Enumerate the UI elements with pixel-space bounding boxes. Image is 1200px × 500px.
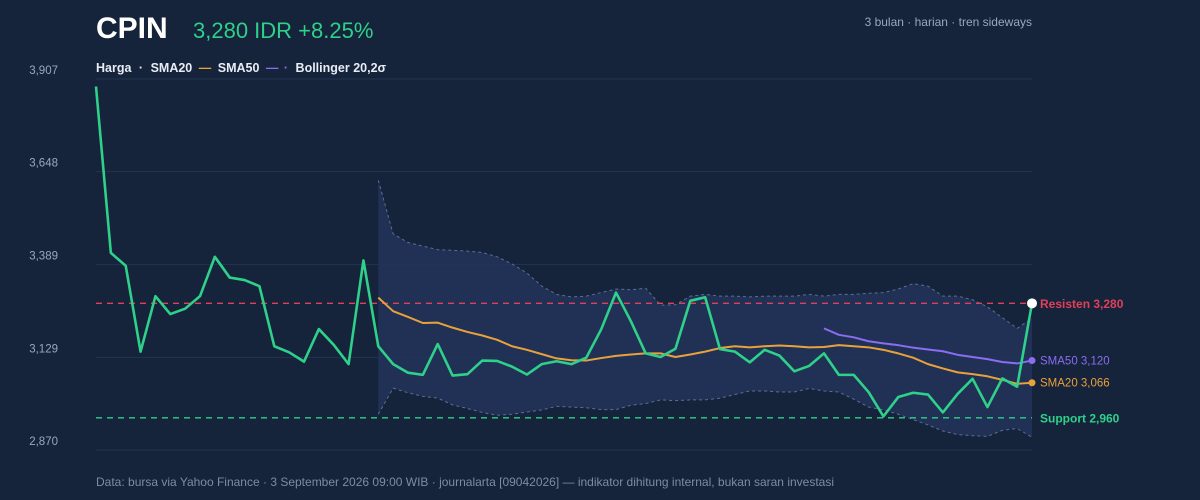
price-change: 3,280 IDR +8.25% xyxy=(193,18,373,43)
y-tick-label: 3,907 xyxy=(29,65,58,77)
legend: Harga · SMA20 — SMA50 — · Bollinger 20,2… xyxy=(96,61,387,75)
sma20-end-label: SMA20 3,066 xyxy=(1040,378,1110,390)
legend-sma20-swatch: — xyxy=(199,61,212,75)
y-tick-label: 3,389 xyxy=(29,250,58,262)
footer-source: Data: bursa via Yahoo Finance · 3 Septem… xyxy=(96,475,834,489)
period-note: 3 bulan · harian · tren sideways xyxy=(865,15,1032,29)
legend-price-label: Harga xyxy=(96,61,132,75)
sma50-end-dot xyxy=(1028,357,1036,365)
bollinger-band xyxy=(377,180,1033,438)
legend-sma50-swatch: — xyxy=(266,61,279,75)
end-labels: Resisten 3,280 Support 2,960 SMA50 3,120 SM… xyxy=(1027,297,1124,425)
price-line xyxy=(94,86,1034,418)
price-end-dot xyxy=(1027,298,1037,309)
support-label: Support 2,960 xyxy=(1040,411,1120,425)
bollinger-band-area xyxy=(378,180,1032,438)
y-tick-label: 3,648 xyxy=(29,158,58,170)
bollinger-upper-line xyxy=(377,180,1033,329)
legend-bollinger-separator: · xyxy=(284,61,288,75)
sma20-line xyxy=(377,296,1033,385)
legend-separator: · xyxy=(139,61,143,75)
ticker-title: CPIN xyxy=(96,12,168,45)
sma50-line xyxy=(823,327,1033,365)
sma20-end-dot xyxy=(1028,379,1036,387)
legend-sma20-label: SMA20 xyxy=(151,61,193,75)
levels xyxy=(96,302,1032,419)
bollinger-lower-line xyxy=(377,387,1033,438)
resistance-label: Resisten 3,280 xyxy=(1040,297,1124,311)
legend-bollinger-label: Bollinger 20,2σ xyxy=(296,61,387,75)
series-lines xyxy=(94,86,1034,418)
y-tick-label: 2,870 xyxy=(29,436,58,448)
legend-sma50-label: SMA50 xyxy=(218,61,260,75)
y-tick-label: 3,129 xyxy=(29,343,58,355)
sma50-end-label: SMA50 3,120 xyxy=(1040,356,1110,368)
